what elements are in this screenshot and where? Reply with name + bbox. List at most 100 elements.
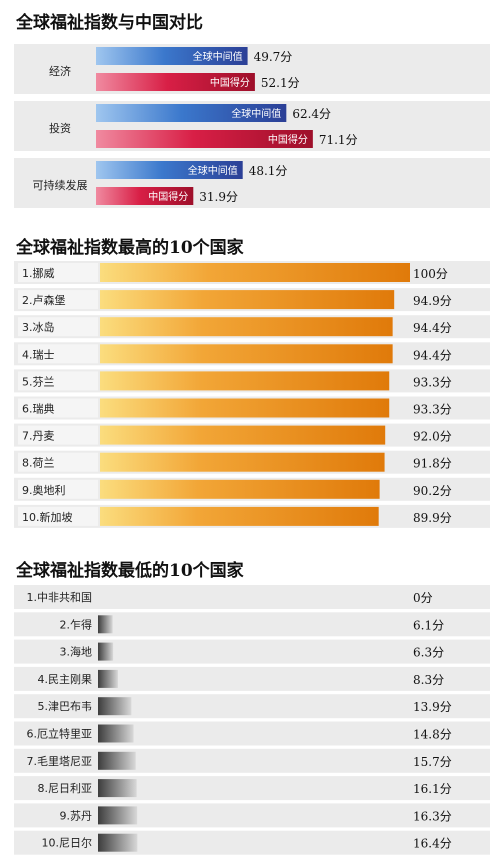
category-label: 投资 [49, 121, 71, 135]
bar [100, 479, 380, 499]
bar [100, 398, 390, 418]
country-label: 6.瑞典 [22, 402, 55, 416]
bar [98, 642, 114, 661]
bar-series-label: 中国得分 [148, 190, 188, 203]
bar [98, 833, 138, 852]
value-label: 31.9分 [199, 190, 238, 204]
bar [98, 669, 118, 688]
value-label: 71.1分 [319, 133, 358, 147]
row-background [14, 830, 490, 855]
label-cell [18, 398, 98, 418]
country-label: 5.芬兰 [22, 375, 55, 388]
value-label: 49.7分 [254, 50, 293, 64]
bar [100, 344, 393, 364]
country-label: 4.瑞士 [22, 347, 55, 361]
value-label: 16.3分 [413, 809, 452, 823]
bar-series-label: 全球中间值 [231, 107, 281, 120]
value-label: 94.4分 [413, 321, 452, 335]
bottom10-title: 全球福祉指数最低的10个国家 [16, 561, 244, 581]
value-label: 8.3分 [413, 673, 444, 687]
label-cell [18, 425, 98, 445]
country-label: 6.厄立特里亚 [27, 727, 93, 741]
bar [100, 371, 390, 391]
value-label: 92.0分 [413, 430, 452, 444]
value-label: 15.7分 [413, 755, 452, 769]
country-label: 1.挪威 [22, 266, 55, 280]
bar [98, 806, 138, 825]
value-label: 89.9分 [413, 511, 452, 525]
label-cell [18, 506, 98, 526]
bar [100, 317, 393, 337]
value-label: 90.2分 [413, 484, 452, 498]
country-label: 2.乍得 [60, 617, 93, 631]
category-label: 可持续发展 [33, 178, 88, 192]
row-background [14, 803, 490, 828]
value-label: 6.1分 [413, 618, 444, 632]
value-label: 16.1分 [413, 782, 452, 796]
bar-series-label: 全球中间值 [193, 50, 243, 63]
bar [98, 724, 134, 743]
comparison-title: 全球福祉指数与中国对比 [16, 13, 203, 33]
row-background [14, 639, 490, 664]
value-label: 93.3分 [413, 403, 452, 417]
bar [100, 425, 386, 445]
row-background [14, 694, 490, 719]
country-label: 2.卢森堡 [22, 293, 66, 307]
bar [100, 506, 379, 526]
category-label: 经济 [49, 64, 71, 78]
bar [96, 187, 194, 205]
country-label: 7.丹麦 [22, 430, 55, 443]
top10-section: 全球福祉指数最高的10个国家 1.挪威 100分 2.卢森堡 94.9分 3.冰岛 94.… [0, 225, 500, 545]
top10-title: 全球福祉指数最高的10个国家 [16, 238, 244, 258]
value-label: 6.3分 [413, 646, 444, 660]
label-cell [18, 290, 98, 310]
value-label: 93.3分 [413, 375, 452, 389]
country-label: 8.尼日利亚 [38, 782, 93, 795]
bar-series-label: 中国得分 [268, 133, 308, 146]
bar [96, 47, 248, 65]
country-label: 8.荷兰 [22, 457, 55, 470]
bar [98, 615, 113, 634]
country-label: 4.民主刚果 [38, 673, 93, 686]
value-label: 48.1分 [249, 164, 288, 178]
bar-series-label: 全球中间值 [188, 164, 238, 177]
country-label: 7.毛里塔尼亚 [27, 755, 93, 768]
value-label: 0分 [413, 591, 433, 605]
group-background [14, 158, 490, 208]
value-label: 94.9分 [413, 294, 452, 308]
value-label: 13.9分 [413, 700, 452, 714]
label-cell [18, 371, 98, 391]
row-background [14, 585, 490, 609]
bar [96, 104, 287, 122]
label-cell [18, 452, 98, 472]
label-cell [18, 479, 98, 499]
bar [96, 73, 255, 91]
row-background [14, 721, 490, 746]
bottom10-section: 全球福祉指数最低的10个国家 1.中非共和国 0分 2.乍得 6.1分 3.海地 6.3分… [0, 545, 500, 861]
label-cell [18, 317, 98, 337]
value-label: 100分 [413, 267, 448, 281]
country-label: 3.海地 [60, 645, 93, 659]
row-background [14, 612, 490, 637]
value-label: 91.8分 [413, 457, 452, 471]
country-label: 3.冰岛 [22, 320, 55, 334]
country-label: 10.新加坡 [22, 510, 73, 524]
bar [98, 751, 136, 770]
country-label: 1.中非共和国 [27, 591, 93, 604]
value-label: 16.4分 [413, 837, 452, 851]
row-background [14, 666, 490, 691]
bar [96, 130, 313, 148]
value-label: 94.4分 [413, 348, 452, 362]
label-cell [18, 344, 98, 364]
row-background [14, 748, 490, 773]
value-label: 52.1分 [261, 76, 300, 90]
bottom10-chart: 1.中非共和国 0分 2.乍得 6.1分 3.海地 6.3分 4.民主刚果 8.3分 5.津巴布… [14, 585, 490, 855]
country-label: 9.苏丹 [60, 809, 93, 822]
bar [98, 779, 137, 798]
value-label: 14.8分 [413, 728, 452, 742]
country-label: 10.尼日尔 [42, 837, 93, 850]
country-label: 5.津巴布韦 [38, 700, 93, 713]
country-label: 9.奥地利 [22, 483, 66, 497]
bar-series-label: 中国得分 [210, 76, 250, 89]
